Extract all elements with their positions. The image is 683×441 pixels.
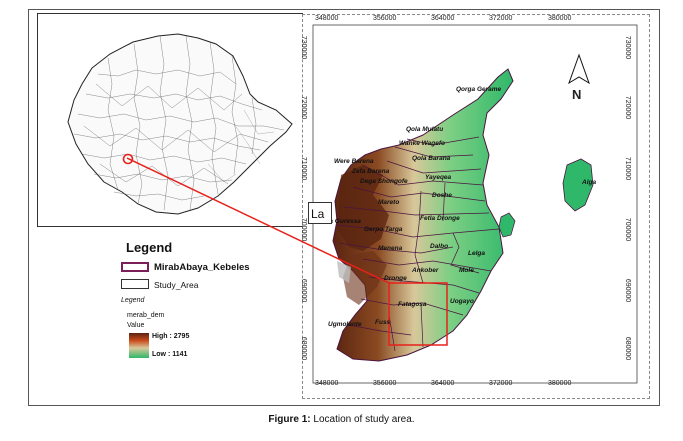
caption-label: Figure 1:: [268, 414, 311, 425]
y-tick-left: 700000: [300, 217, 308, 242]
kebele-label: Doshe: [432, 192, 452, 199]
caption-text: Location of study area.: [313, 414, 415, 425]
kebele-label: Qola Mulatu: [406, 126, 444, 133]
y-tick-left: 690000: [300, 278, 308, 303]
y-tick-left: 720000: [300, 95, 308, 120]
kebele-label: Fatagosa: [398, 301, 427, 308]
x-tick-bottom: 380000: [548, 380, 572, 387]
x-tick-bottom: 372000: [489, 380, 513, 387]
kebele-label: Wanke Wagefo: [399, 140, 445, 147]
inset-map: [37, 13, 303, 227]
dem-low-label: Low : 1141: [152, 351, 188, 358]
kebele-label: Lelga: [468, 250, 485, 257]
kebele-label: Qorga Gerame: [456, 86, 502, 93]
kebele-label: Dega Shongofe: [360, 178, 408, 185]
ethiopia-outline-map: [67, 33, 293, 215]
main-map-frame: [302, 14, 650, 399]
kebele-boundary-swatch: [121, 262, 149, 272]
kebele-label: Mareto: [378, 199, 400, 206]
raster-name: merab_dem: [127, 312, 165, 319]
y-tick-right: 690000: [624, 278, 632, 303]
kebele-label: Zala Guressa: [320, 218, 361, 225]
x-tick-top: 356000: [373, 15, 397, 22]
legend-item-label: MirabAbaya_Kebeles: [154, 262, 250, 273]
y-tick-right: 730000: [624, 35, 632, 60]
kebele-label: Gerpo Targa: [364, 226, 403, 233]
alga-island: [562, 158, 594, 212]
kebele-label: Menena: [378, 245, 403, 252]
kebele-label: Alga: [582, 179, 597, 186]
x-tick-bottom: 356000: [373, 380, 397, 387]
legend-item-label: Study_Area: [154, 280, 199, 290]
kebele-label: Ugmolante: [328, 321, 362, 328]
kebele-label: Fetla Dronge: [420, 215, 460, 222]
kebele-label: Uogayo: [450, 298, 474, 305]
study-area-swatch: [121, 279, 149, 289]
y-tick-right: 680000: [624, 336, 632, 361]
kebele-label: Qola Barana: [412, 155, 451, 162]
kebele-label: Fuss: [375, 319, 391, 326]
kebele-label: Mole: [459, 267, 474, 274]
x-tick-bottom: 364000: [431, 380, 455, 387]
kebele-label: Ankober: [412, 267, 439, 274]
x-tick-top: 364000: [431, 15, 455, 22]
kebele-label: Dalbo: [430, 243, 449, 250]
y-tick-left: 730000: [300, 35, 308, 60]
x-tick-top: 348000: [315, 15, 339, 22]
y-tick-right: 700000: [624, 217, 632, 242]
dem-color-ramp: [129, 333, 149, 358]
y-tick-right: 710000: [624, 156, 632, 181]
north-arrow: [568, 53, 590, 85]
figure-caption: Figure 1: Location of study area.: [0, 414, 683, 425]
y-tick-left: 710000: [300, 156, 308, 181]
dem-high-label: High : 2795: [152, 333, 190, 340]
y-tick-left: 680000: [300, 336, 308, 361]
legend-subtitle: Legend: [121, 297, 145, 304]
x-tick-top: 380000: [548, 15, 572, 22]
kebele-label: Were Barena: [334, 158, 374, 165]
legend-title: Legend: [126, 240, 173, 255]
value-label: Value: [127, 322, 145, 329]
x-tick-top: 372000: [489, 15, 513, 22]
y-tick-right: 720000: [624, 95, 632, 120]
kebele-label: Yayeqea: [425, 174, 452, 181]
study-area-box: [388, 282, 448, 346]
kebele-label: Dronge: [384, 275, 407, 282]
kebele-label: Zefa Barena: [352, 168, 390, 175]
study-area-map: [312, 24, 638, 384]
clipped-label-box: La: [308, 202, 332, 224]
north-label: N: [572, 87, 582, 102]
x-tick-bottom: 348000: [315, 380, 339, 387]
